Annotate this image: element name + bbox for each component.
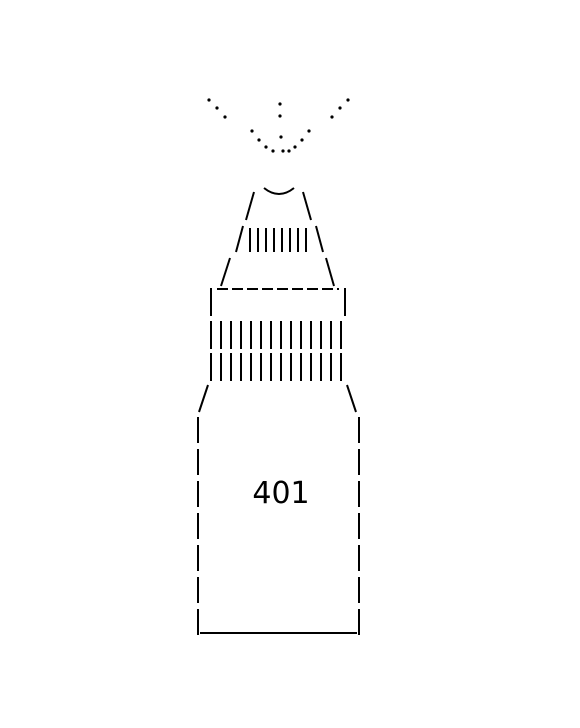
cap-ribs-row-1 <box>210 321 342 349</box>
nozzle-tip <box>263 187 295 195</box>
nozzle-ribs <box>249 228 307 252</box>
bottle-outline <box>197 187 360 635</box>
bottle-label: 401 <box>252 476 309 511</box>
spray-dots <box>207 98 350 153</box>
cap-ribs-row-2 <box>210 353 342 381</box>
